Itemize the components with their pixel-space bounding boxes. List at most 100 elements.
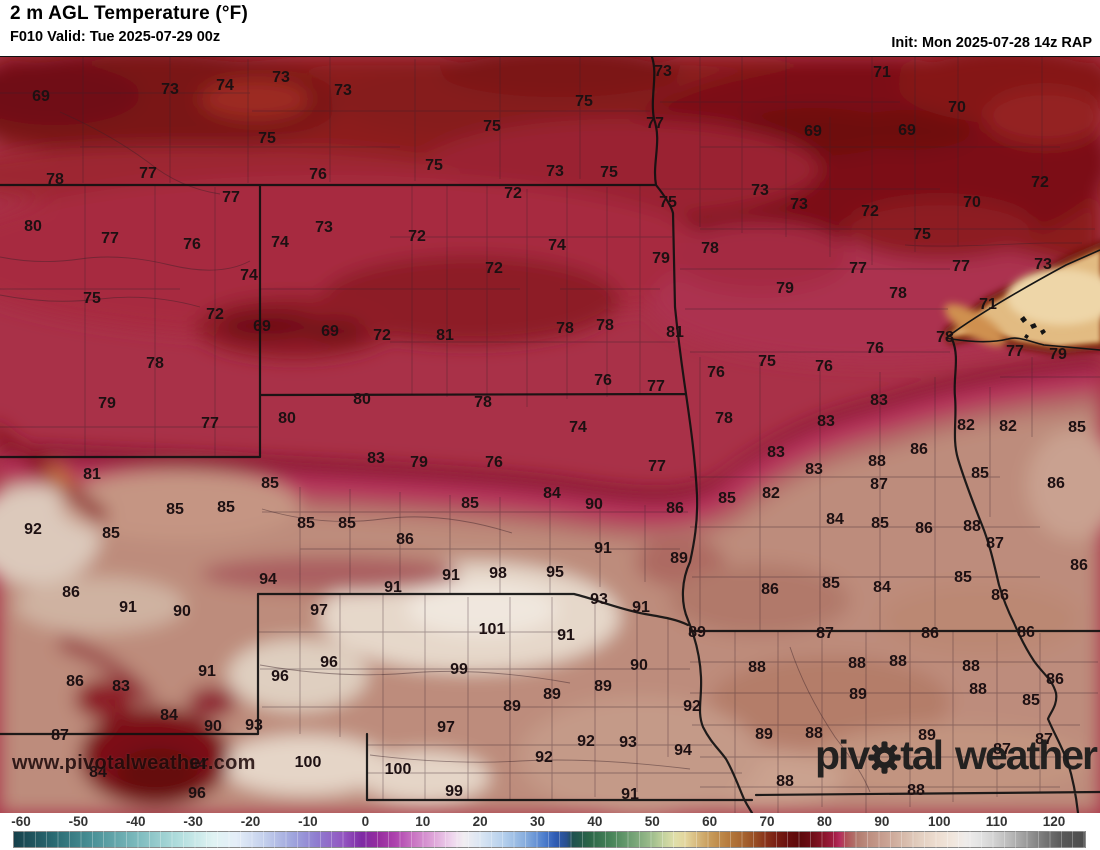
svg-text:85: 85 — [971, 465, 989, 482]
colorbar-footer: -60 -50 -40 -30 -20 -10 0 10 20 30 40 50 60 70 80 90 100… — [0, 813, 1100, 850]
svg-text:85: 85 — [102, 525, 120, 542]
svg-text:76: 76 — [309, 166, 327, 183]
svg-text:78: 78 — [701, 240, 719, 257]
svg-text:89: 89 — [670, 550, 688, 567]
svg-text:86: 86 — [1017, 624, 1035, 641]
svg-text:74: 74 — [569, 419, 587, 436]
svg-text:82: 82 — [762, 485, 780, 502]
svg-text:93: 93 — [245, 717, 263, 734]
svg-text:74: 74 — [216, 77, 234, 94]
svg-text:91: 91 — [384, 579, 402, 596]
svg-text:85: 85 — [297, 515, 315, 532]
svg-text:69: 69 — [321, 323, 339, 340]
apostle-islands — [1020, 316, 1046, 339]
valid-time-label: F010 Valid: Tue 2025-07-29 00z — [10, 29, 221, 45]
svg-text:75: 75 — [600, 164, 618, 181]
svg-text:78: 78 — [474, 394, 492, 411]
svg-text:86: 86 — [66, 673, 84, 690]
svg-text:72: 72 — [485, 260, 503, 277]
pivotalweather-logo: piv tal weather — [815, 732, 1098, 778]
svg-text:82: 82 — [999, 418, 1017, 435]
svg-text:85: 85 — [822, 575, 840, 592]
svg-text:84: 84 — [826, 511, 844, 528]
lake-south-shoreline — [945, 337, 1100, 351]
svg-text:100: 100 — [295, 754, 322, 771]
river-lines — [0, 111, 871, 793]
svg-text:72: 72 — [504, 185, 522, 202]
svg-text:91: 91 — [632, 599, 650, 616]
svg-text:77: 77 — [646, 115, 664, 132]
svg-text:88: 88 — [748, 659, 766, 676]
svg-text:89: 89 — [688, 624, 706, 641]
watermark-url: www.pivotalweather.com — [12, 752, 256, 774]
logo-text-tal: tal — [900, 732, 944, 778]
svg-text:79: 79 — [776, 280, 794, 297]
svg-text:72: 72 — [861, 203, 879, 220]
svg-text:87: 87 — [993, 741, 1011, 758]
svg-text:88: 88 — [868, 453, 886, 470]
svg-text:80: 80 — [24, 218, 42, 235]
gear-icon — [868, 740, 901, 774]
svg-text:75: 75 — [83, 290, 101, 307]
svg-text:96: 96 — [271, 668, 289, 685]
svg-text:73: 73 — [272, 69, 290, 86]
svg-text:73: 73 — [161, 81, 179, 98]
county-lines — [0, 57, 1100, 813]
svg-text:81: 81 — [436, 327, 454, 344]
svg-text:91: 91 — [442, 567, 460, 584]
svg-text:91: 91 — [594, 540, 612, 557]
svg-text:73: 73 — [334, 82, 352, 99]
svg-text:77: 77 — [647, 378, 665, 395]
svg-text:88: 88 — [805, 725, 823, 742]
svg-text:73: 73 — [1034, 256, 1052, 273]
svg-text:85: 85 — [871, 515, 889, 532]
svg-text:83: 83 — [367, 450, 385, 467]
svg-text:84: 84 — [543, 485, 561, 502]
svg-text:77: 77 — [201, 415, 219, 432]
svg-text:87: 87 — [986, 535, 1004, 552]
svg-text:88: 88 — [889, 653, 907, 670]
svg-text:77: 77 — [849, 260, 867, 277]
svg-text:77: 77 — [101, 230, 119, 247]
svg-text:89: 89 — [594, 678, 612, 695]
svg-text:88: 88 — [848, 655, 866, 672]
svg-text:73: 73 — [315, 219, 333, 236]
svg-text:101: 101 — [479, 621, 506, 638]
svg-text:78: 78 — [889, 285, 907, 302]
svg-text:86: 86 — [666, 500, 684, 517]
svg-text:79: 79 — [652, 250, 670, 267]
temperature-field-blobs — [0, 57, 1100, 813]
svg-text:88: 88 — [907, 782, 925, 799]
svg-text:98: 98 — [489, 565, 507, 582]
lake-superior — [943, 242, 1100, 355]
svg-text:73: 73 — [790, 196, 808, 213]
svg-text:83: 83 — [112, 678, 130, 695]
svg-text:81: 81 — [83, 466, 101, 483]
svg-text:83: 83 — [805, 461, 823, 478]
svg-text:74: 74 — [271, 234, 289, 251]
svg-text:99: 99 — [445, 783, 463, 800]
svg-text:76: 76 — [485, 454, 503, 471]
svg-text:90: 90 — [204, 718, 222, 735]
svg-text:82: 82 — [957, 417, 975, 434]
svg-text:78: 78 — [936, 329, 954, 346]
svg-text:97: 97 — [310, 602, 328, 619]
svg-text:85: 85 — [261, 475, 279, 492]
svg-text:92: 92 — [24, 521, 42, 538]
svg-text:87: 87 — [870, 476, 888, 493]
svg-text:91: 91 — [557, 627, 575, 644]
svg-text:86: 86 — [915, 520, 933, 537]
svg-text:80: 80 — [278, 410, 296, 427]
svg-text:91: 91 — [621, 786, 639, 803]
svg-text:83: 83 — [767, 444, 785, 461]
svg-text:78: 78 — [596, 317, 614, 334]
svg-text:86: 86 — [62, 584, 80, 601]
svg-text:86: 86 — [921, 625, 939, 642]
svg-text:75: 75 — [913, 226, 931, 243]
svg-text:72: 72 — [373, 327, 391, 344]
svg-text:85: 85 — [1022, 692, 1040, 709]
svg-text:84: 84 — [873, 579, 891, 596]
svg-text:89: 89 — [543, 686, 561, 703]
svg-text:78: 78 — [715, 410, 733, 427]
